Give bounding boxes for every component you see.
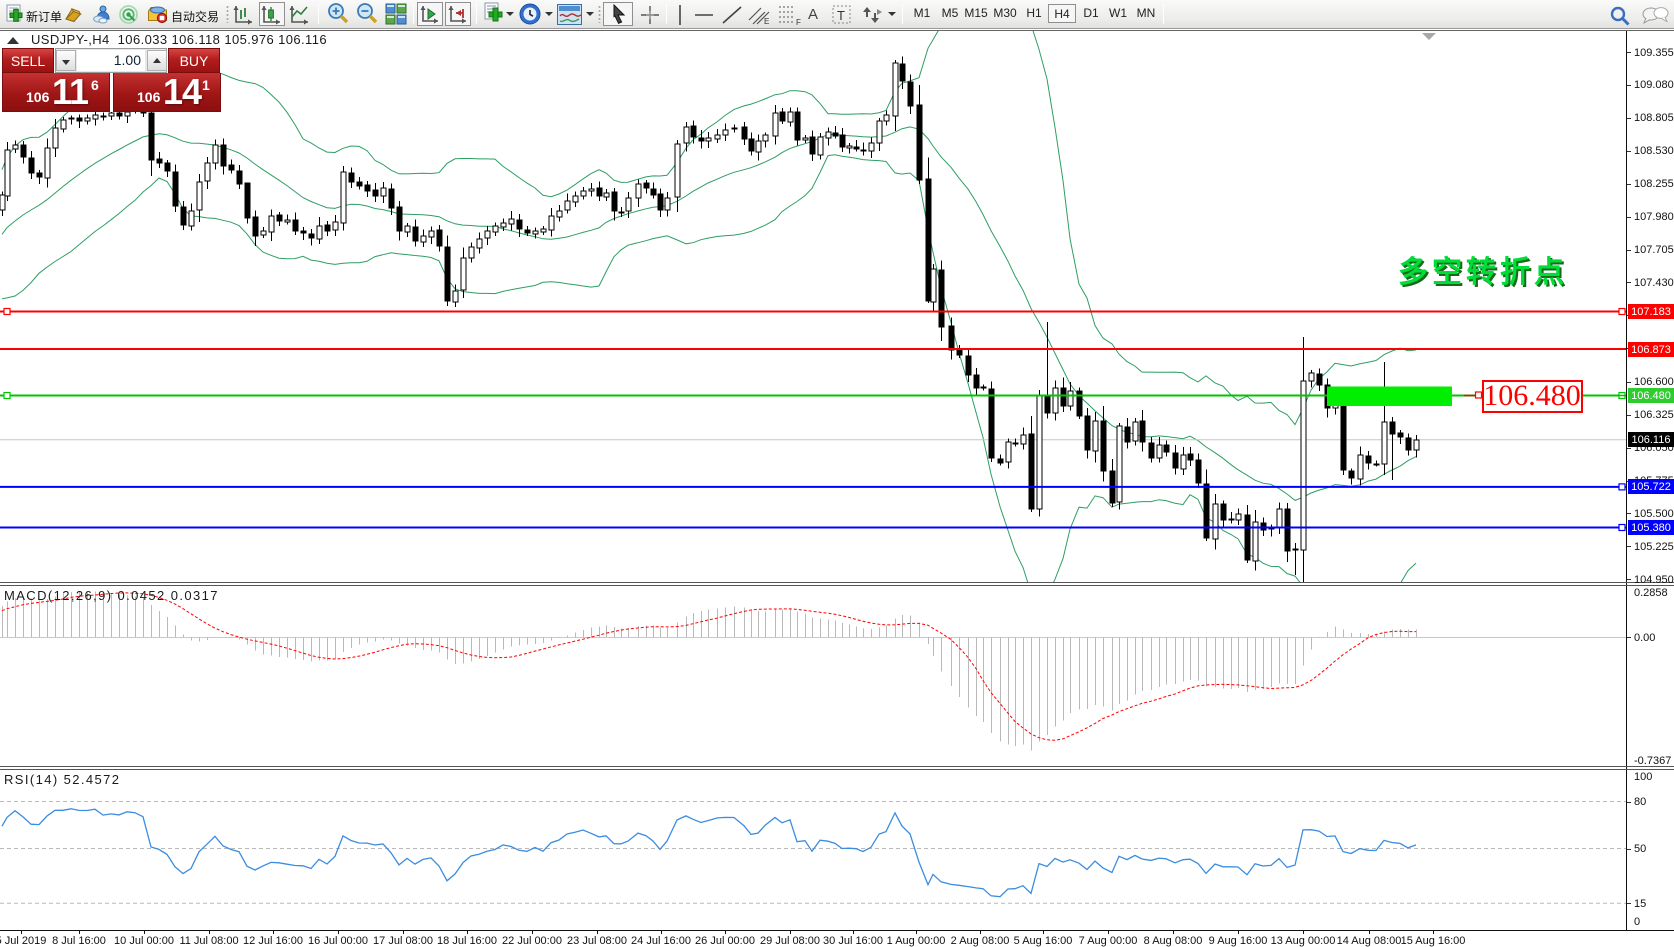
svg-text:多空转折点: 多空转折点 [1400, 258, 1570, 291]
svg-text:T: T [837, 8, 845, 23]
svg-text:F: F [796, 18, 801, 26]
svg-text:106.480: 106.480 [1483, 379, 1581, 412]
svg-text:多空转折点: 多空转折点 [1398, 256, 1568, 289]
svg-text:E: E [764, 17, 769, 26]
